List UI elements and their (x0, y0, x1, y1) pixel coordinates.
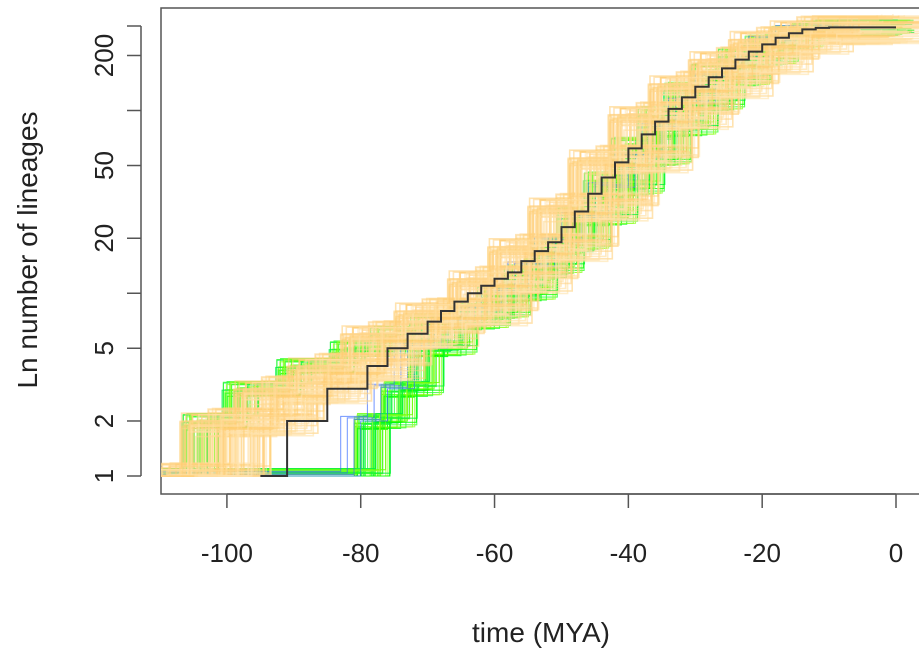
y-tick-label: 50 (89, 151, 119, 180)
x-tick-label: -40 (610, 538, 648, 568)
x-axis-title: time (MYA) (472, 617, 610, 648)
sample-tree-line (210, 40, 919, 477)
y-axis: 1 2 5 20 50 200 (89, 25, 142, 483)
sample-tree-line (201, 30, 919, 477)
sample-tree-line (182, 38, 906, 477)
x-tick-label: -20 (743, 538, 781, 568)
sample-tree-line (184, 29, 908, 477)
sample-density-layer (161, 14, 919, 477)
sample-tree-line (206, 42, 919, 477)
x-tick-label: 0 (889, 538, 903, 568)
sample-tree-line (209, 32, 919, 477)
sample-tree-line (161, 19, 852, 469)
y-tick-label: 1 (89, 469, 119, 483)
sample-tree-line (194, 32, 918, 477)
sample-tree-line (199, 35, 919, 477)
sample-tree-line (198, 40, 919, 477)
consensus-line (260, 26, 896, 477)
sample-tree-line (165, 21, 891, 476)
sample-tree-line (161, 28, 860, 477)
x-tick-label: -100 (201, 538, 253, 568)
sample-tree-line (163, 33, 888, 477)
y-tick-label: 20 (89, 224, 119, 253)
y-tick-label: 2 (89, 414, 119, 428)
y-tick-label: 200 (89, 34, 119, 77)
sample-tree-line (161, 27, 853, 477)
x-tick-label: -60 (476, 538, 514, 568)
sample-tree-line (167, 26, 892, 476)
x-axis: -100 -80 -60 -40 -20 0 (201, 493, 903, 568)
consensus-layer (260, 26, 896, 477)
sample-tree-line (185, 31, 909, 477)
x-tick-label: -80 (342, 538, 380, 568)
sample-tree-line (204, 37, 919, 477)
y-axis-title: Ln number of lineages (12, 111, 43, 388)
y-tick-label: 5 (89, 341, 119, 355)
sample-tree-line (179, 36, 904, 477)
